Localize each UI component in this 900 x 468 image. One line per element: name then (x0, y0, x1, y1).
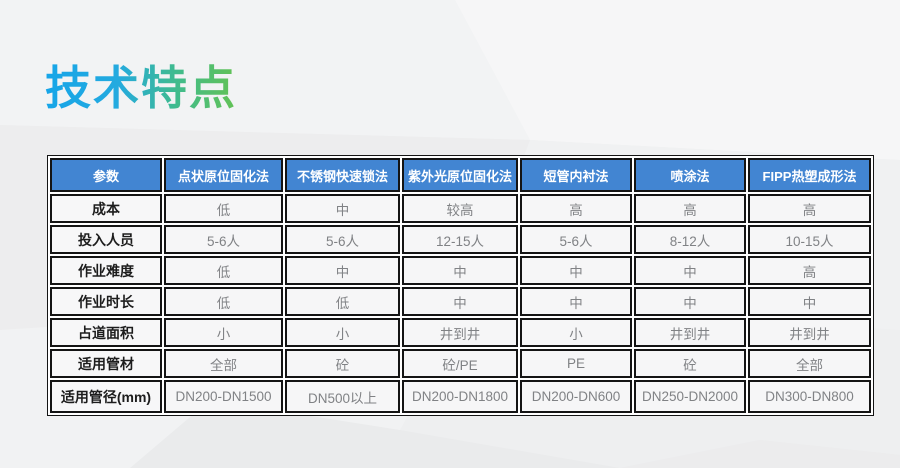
row-label: 适用管材 (50, 349, 162, 378)
table-cell: 低 (164, 194, 283, 223)
row-label: 适用管径(mm) (50, 380, 162, 413)
table-cell: 5-6人 (285, 225, 400, 254)
table-cell: 中 (402, 287, 518, 316)
table-cell: 中 (402, 256, 518, 285)
table-cell: DN300-DN800 (748, 380, 871, 413)
table-cell: 中 (634, 256, 746, 285)
table-cell: 砼 (285, 349, 400, 378)
table-cell: 中 (520, 287, 632, 316)
table-cell: 高 (634, 194, 746, 223)
table-cell: 井到井 (748, 318, 871, 347)
column-header-method-5: 喷涂法 (634, 158, 746, 192)
table-cell: 井到井 (634, 318, 746, 347)
table-cell: 5-6人 (164, 225, 283, 254)
column-header-method-1: 点状原位固化法 (164, 158, 283, 192)
table-row-cost: 成本 低 中 较高 高 高 高 (50, 194, 871, 223)
row-label: 占道面积 (50, 318, 162, 347)
table-cell: 较高 (402, 194, 518, 223)
table-cell: 高 (748, 256, 871, 285)
table-row-duration: 作业时长 低 低 中 中 中 中 (50, 287, 871, 316)
table-cell: DN500以上 (285, 380, 400, 413)
table-cell: 中 (748, 287, 871, 316)
column-header-parameter: 参数 (50, 158, 162, 192)
page-title: 技术特点 (45, 52, 237, 118)
table-cell: 低 (164, 256, 283, 285)
table-row-road-area: 占道面积 小 小 井到井 小 井到井 井到井 (50, 318, 871, 347)
table-cell: DN250-DN2000 (634, 380, 746, 413)
table-cell: 高 (520, 194, 632, 223)
table-cell: 低 (285, 287, 400, 316)
table-cell: 10-15人 (748, 225, 871, 254)
column-header-method-4: 短管内衬法 (520, 158, 632, 192)
table-cell: 全部 (748, 349, 871, 378)
row-label: 投入人员 (50, 225, 162, 254)
table-row-pipe-diameter: 适用管径(mm) DN200-DN1500 DN500以上 DN200-DN18… (50, 380, 871, 413)
table-cell: 全部 (164, 349, 283, 378)
table-cell: 中 (520, 256, 632, 285)
table-cell: DN200-DN600 (520, 380, 632, 413)
column-header-method-3: 紫外光原位固化法 (402, 158, 518, 192)
table-row-difficulty: 作业难度 低 中 中 中 中 高 (50, 256, 871, 285)
table-cell: 砼 (634, 349, 746, 378)
table-cell: DN200-DN1800 (402, 380, 518, 413)
table-cell: 小 (164, 318, 283, 347)
column-header-method-2: 不锈钢快速锁法 (285, 158, 400, 192)
table-row-pipe-material: 适用管材 全部 砼 砼/PE PE 砼 全部 (50, 349, 871, 378)
table-row-personnel: 投入人员 5-6人 5-6人 12-15人 5-6人 8-12人 10-15人 (50, 225, 871, 254)
table-cell: 5-6人 (520, 225, 632, 254)
table-cell: 高 (748, 194, 871, 223)
table-cell: 中 (634, 287, 746, 316)
table-cell: 中 (285, 194, 400, 223)
column-header-method-6: FIPP热塑成形法 (748, 158, 871, 192)
comparison-table: 参数 点状原位固化法 不锈钢快速锁法 紫外光原位固化法 短管内衬法 喷涂法 FI… (47, 155, 874, 416)
table-cell: 小 (285, 318, 400, 347)
row-label: 作业时长 (50, 287, 162, 316)
table-cell: 8-12人 (634, 225, 746, 254)
table-cell: 低 (164, 287, 283, 316)
table-cell: 12-15人 (402, 225, 518, 254)
table-cell: 井到井 (402, 318, 518, 347)
table-cell: 中 (285, 256, 400, 285)
table-cell: PE (520, 349, 632, 378)
table-cell: 小 (520, 318, 632, 347)
table-cell: DN200-DN1500 (164, 380, 283, 413)
table-cell: 砼/PE (402, 349, 518, 378)
table-header-row: 参数 点状原位固化法 不锈钢快速锁法 紫外光原位固化法 短管内衬法 喷涂法 FI… (50, 158, 871, 192)
row-label: 作业难度 (50, 256, 162, 285)
row-label: 成本 (50, 194, 162, 223)
comparison-table-wrap: 参数 点状原位固化法 不锈钢快速锁法 紫外光原位固化法 短管内衬法 喷涂法 FI… (47, 155, 874, 416)
